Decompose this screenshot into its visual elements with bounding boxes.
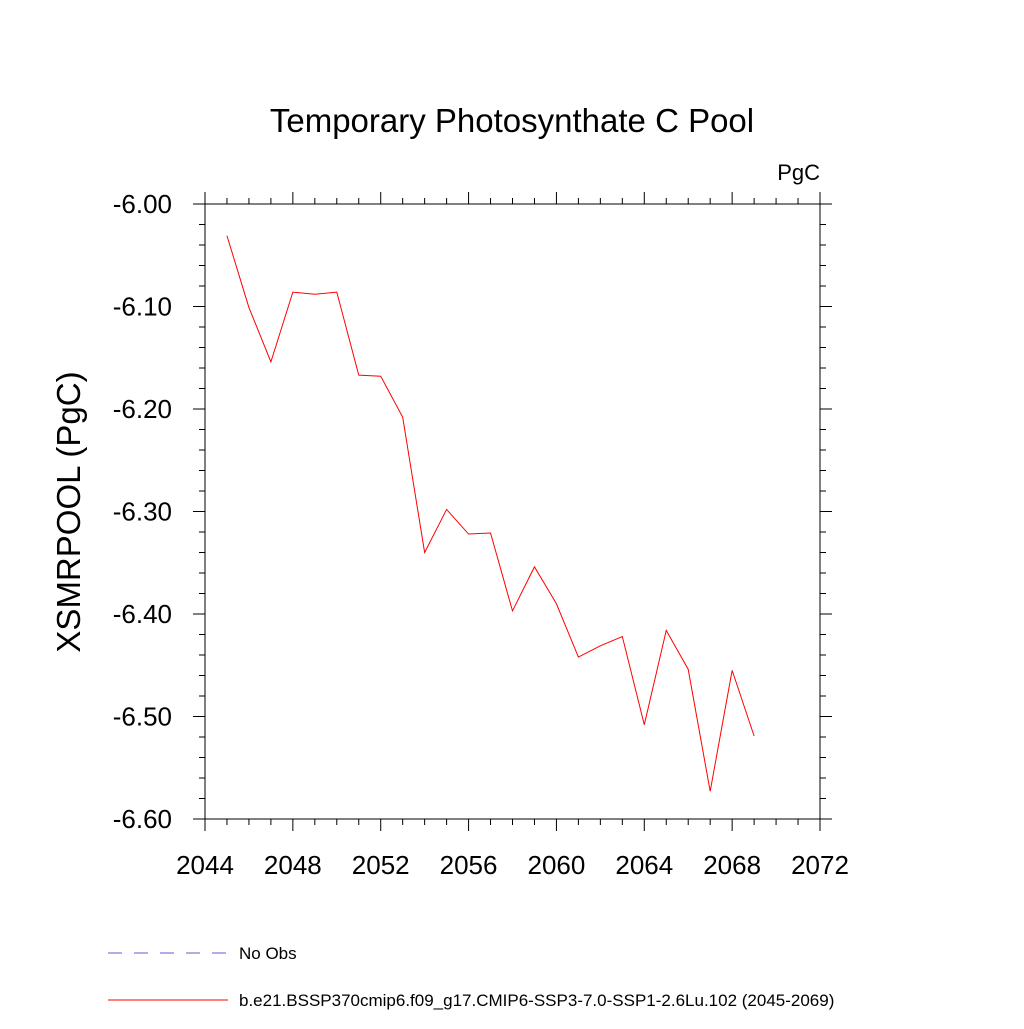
y-tick-label: -6.50 <box>113 702 172 732</box>
x-tick-label: 2072 <box>791 850 849 880</box>
legend-label: No Obs <box>239 944 297 963</box>
y-tick-label: -6.20 <box>113 394 172 424</box>
x-tick-label: 2060 <box>528 850 586 880</box>
y-tick-label: -6.60 <box>113 804 172 834</box>
y-tick-label: -6.30 <box>113 497 172 527</box>
x-tick-label: 2052 <box>352 850 410 880</box>
series-layer <box>226 235 755 792</box>
legend: No Obs b.e21.BSSP370cmip6.f09_g17.CMIP6-S… <box>108 944 834 1010</box>
x-tick-label: 2044 <box>176 850 234 880</box>
x-tick-label: 2064 <box>615 850 673 880</box>
x-tick-label: 2068 <box>703 850 761 880</box>
units-label: PgC <box>777 160 820 185</box>
y-tick-label: -6.10 <box>113 292 172 322</box>
plot-frame <box>204 203 821 820</box>
x-tick-label: 2056 <box>440 850 498 880</box>
chart-title: Temporary Photosynthate C Pool <box>270 102 754 139</box>
series-line-0 <box>226 235 755 792</box>
y-tick-label: -6.40 <box>113 599 172 629</box>
axis-ticks: 2044 2048 2052 2056 2060 2064 2068 2072 -6.00 -6.… <box>113 189 849 880</box>
x-tick-label: 2048 <box>264 850 322 880</box>
legend-label: b.e21.BSSP370cmip6.f09_g17.CMIP6-SSP3-7.… <box>239 991 834 1010</box>
y-tick-label: -6.00 <box>113 189 172 219</box>
y-axis-label: XSMRPOOL (PgC) <box>50 371 87 652</box>
